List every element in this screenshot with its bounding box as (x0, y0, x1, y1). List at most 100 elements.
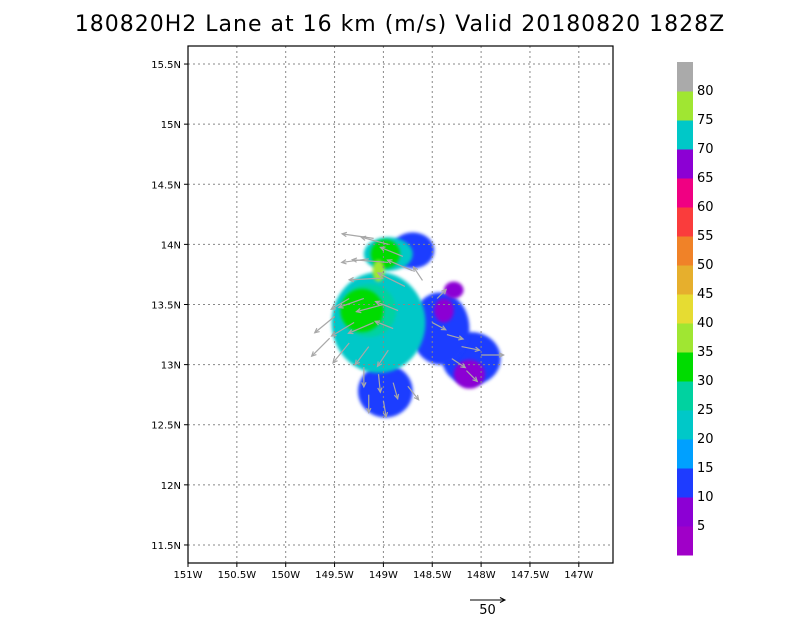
wind-vector (330, 297, 350, 310)
wind-vector (376, 272, 406, 288)
colorbar-segment (677, 497, 693, 527)
wind-vector (377, 374, 383, 394)
colorbar-segment (677, 149, 693, 179)
wind-vector-shaft (341, 258, 369, 264)
wind-vector-shaft (446, 333, 464, 340)
longitude-tick-label: 151W (174, 570, 203, 581)
colorbar-segment (677, 62, 693, 92)
wind-vector-head (332, 357, 338, 364)
longitude-tick-label: 148W (467, 570, 496, 581)
wind-vector-head (340, 231, 348, 238)
wind-vector (330, 322, 355, 337)
latitude-tick-label: 11.5N (151, 541, 181, 552)
wind-speed-patch (358, 364, 413, 418)
colorbar-segment (677, 207, 693, 237)
wind-vector-shaft (377, 374, 381, 393)
wind-vector (332, 342, 350, 364)
wind-vector (340, 258, 369, 265)
wind-vector-shaft (412, 266, 423, 281)
wind-speed-patch (372, 260, 385, 282)
wind-speed-patch (434, 298, 454, 323)
wind-vector (412, 265, 423, 281)
wind-vector-head (440, 325, 447, 331)
wind-vector-head (386, 259, 393, 265)
wind-vector-shaft (377, 272, 406, 288)
longitude-tick-label: 149.5W (315, 570, 354, 581)
colorbar-segment (677, 120, 693, 150)
wind-vector (466, 370, 479, 383)
wind-vector (382, 400, 389, 419)
wind-vector (436, 288, 448, 299)
wind-vector (374, 300, 399, 312)
colorbar-label: 55 (697, 229, 714, 244)
wind-vector (481, 352, 505, 358)
longitude-tick-label: 147.5W (511, 570, 550, 581)
wind-vector-shaft (349, 277, 384, 281)
colorbar-label: 30 (697, 374, 714, 389)
longitude-tick-label: 150.5W (218, 570, 257, 581)
wind-speed-patch (410, 292, 470, 365)
colorbar-segment (677, 468, 693, 498)
wind-vector-head (340, 259, 347, 265)
wind-vector-shaft (376, 349, 389, 367)
wind-vector (355, 303, 384, 314)
wind-vector-shaft (466, 370, 478, 382)
colorbar-label: 15 (697, 461, 714, 476)
plot-title: 180820H2 Lane at 16 km (m/s) Valid 20180… (74, 12, 726, 37)
colorbar-segment (677, 410, 693, 440)
colorbar-segment (677, 526, 693, 556)
wind-vector-shaft (354, 346, 370, 365)
wind-vector-head (359, 235, 367, 241)
colorbar: 5 10 15 20 25 30 35 40 45 50 55 60 65 70 75 80 (677, 62, 714, 556)
longitude-tick-label: 150W (271, 570, 300, 581)
wind-speed-patch (443, 281, 464, 299)
colorbar-label: 10 (697, 490, 714, 505)
wind-vector (354, 346, 370, 366)
wind-vector (446, 333, 465, 341)
wind-vector-shaft (431, 322, 447, 331)
colorbar-label: 70 (697, 142, 714, 157)
colorbar-label: 50 (697, 258, 714, 273)
colorbar-label: 60 (697, 200, 714, 215)
wind-vector (313, 316, 335, 334)
wind-vector-shaft (331, 322, 355, 337)
colorbar-segment (677, 265, 693, 295)
wind-vector (359, 235, 389, 245)
wind-vector (431, 322, 447, 331)
wind-vector-shaft (387, 259, 413, 272)
wind-vector (451, 358, 467, 369)
wind-vector-head (498, 352, 505, 358)
wind-vector-head (376, 272, 383, 278)
colorbar-segment (677, 323, 693, 353)
latitude-tick-label: 13.5N (151, 301, 181, 312)
colorbar-label: 80 (697, 84, 714, 99)
colorbar-segment (677, 381, 693, 411)
longitude-tick-label: 148.5W (413, 570, 452, 581)
wind-vector-head (373, 320, 381, 326)
wind-vector-head (376, 361, 383, 368)
colorbar-label: 40 (697, 316, 714, 331)
wind-vector-head (412, 265, 419, 272)
wind-vector (337, 297, 365, 309)
wind-vector (376, 349, 389, 368)
wind-vector-head (474, 346, 481, 353)
wind-vector-head (330, 331, 337, 337)
wind-vector-shaft (375, 300, 399, 312)
colorbar-label: 75 (697, 113, 714, 128)
wind-vector (350, 257, 389, 264)
wind-vector-shaft (352, 259, 389, 264)
wind-vector-head (441, 288, 448, 295)
wind-vector-head (361, 382, 367, 389)
wind-vector-head (337, 303, 344, 309)
longitude-tick-label: 149W (369, 570, 398, 581)
wind-vector-head (366, 407, 372, 415)
wind-vector-shaft (342, 233, 374, 239)
wind-vector-head (382, 411, 389, 419)
wind-vector (407, 385, 420, 401)
colorbar-segment (677, 352, 693, 382)
wind-vector-shaft (314, 316, 335, 334)
axis-tick-labels: 151W 150.5W 150W 149.5W 149W 148.5W 148W 147.5W… (151, 60, 593, 581)
wind-vector (461, 345, 481, 353)
colorbar-label: 45 (697, 287, 714, 302)
